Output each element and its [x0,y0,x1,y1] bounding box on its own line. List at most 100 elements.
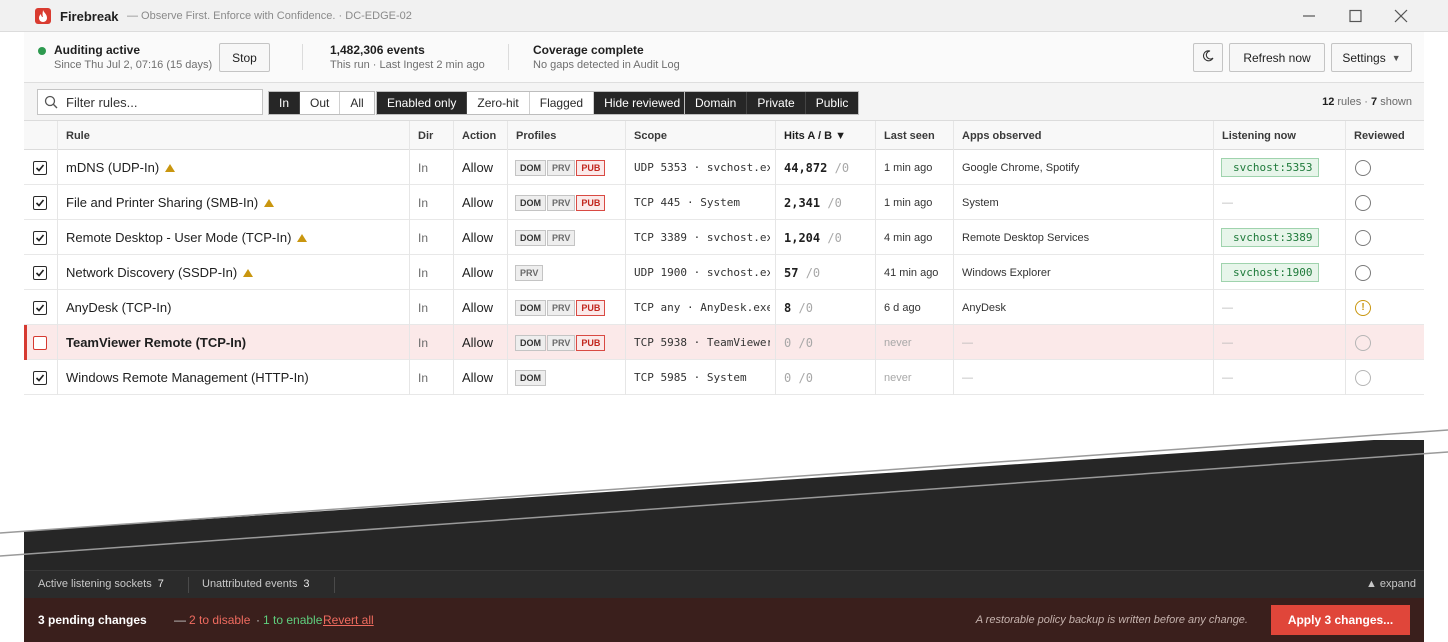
rule-name[interactable]: AnyDesk (TCP-In) [66,300,172,315]
reviewed-toggle[interactable] [1355,334,1371,351]
title-bar: Firebreak — Observe First. Enforce with … [0,0,1448,32]
direction-in-toggle[interactable]: In [269,92,301,114]
col-dir[interactable]: Dir [418,130,434,142]
warning-triangle-icon [264,198,275,207]
reviewed-toggle[interactable] [1355,194,1371,211]
col-profiles[interactable]: Profiles [516,130,557,142]
revert-all-link[interactable]: Revert all [323,613,374,627]
col-last-seen[interactable]: Last seen [884,130,935,142]
rule-apps-observed: — [962,371,973,384]
rule-last-seen: never [884,336,912,349]
rule-scope: TCP 445 · System [634,196,740,209]
listening-socket-badge: svchost:5353 [1221,158,1319,177]
direction-all-toggle[interactable]: All [350,96,364,110]
profile-badge-prv: PRV [515,264,544,281]
col-scope[interactable]: Scope [634,130,668,142]
moon-icon [1202,50,1214,65]
enabled-only-toggle[interactable]: Enabled only [377,92,468,114]
rule-enabled-checkbox[interactable] [33,335,47,350]
auditing-status-dot-icon [38,47,46,55]
rule-last-seen: 1 min ago [884,161,933,174]
table-row[interactable]: mDNS (UDP-In) In Allow DOM PRV PUB UDP 5353 · … [24,150,1424,185]
col-listening[interactable]: Listening now [1222,130,1296,142]
rule-hits: 44,872 /0 [784,160,850,175]
listening-now: — [1222,371,1233,384]
profile-badge-dom: DOM [515,194,546,211]
bottom-panel-tabs: Active listening sockets 7 Unattributed e… [24,570,1424,598]
column-divider [453,121,454,395]
maximize-icon[interactable] [1345,6,1365,26]
rule-name[interactable]: File and Printer Sharing (SMB-In) [66,195,259,210]
rule-name[interactable]: mDNS (UDP-In) [66,160,160,175]
apply-changes-button[interactable]: Apply 3 changes... [1271,605,1410,635]
reviewed-toggle[interactable] [1355,264,1371,281]
reviewed-toggle[interactable] [1355,229,1371,246]
theme-toggle-button[interactable] [1193,43,1223,72]
profile-domain-toggle[interactable]: Domain [685,92,748,114]
settings-button[interactable]: Settings ▼ [1331,43,1412,72]
expand-panel-button[interactable]: ▲ expand [1365,578,1416,590]
col-rule[interactable]: Rule [66,130,90,142]
filter-rules-input[interactable] [64,93,254,111]
column-divider [953,121,954,395]
rule-enabled-checkbox[interactable] [33,160,47,175]
direction-out-toggle[interactable]: Out [300,92,341,114]
rule-name[interactable]: Remote Desktop - User Mode (TCP-In) [66,230,292,245]
profile-private-toggle[interactable]: Private [747,92,806,114]
refresh-now-button[interactable]: Refresh now [1229,43,1325,72]
col-reviewed[interactable]: Reviewed [1354,130,1405,142]
table-row[interactable]: File and Printer Sharing (SMB-In) In Allow… [24,185,1424,220]
flagged-toggle[interactable]: Flagged [530,92,595,114]
rule-apps-observed: AnyDesk [962,301,1007,314]
rule-name[interactable]: Network Discovery (SSDP-In) [66,265,238,280]
rule-last-seen: 41 min ago [884,266,939,279]
profile-badge-dom: DOM [515,299,546,316]
table-row[interactable]: TeamViewer Remote (TCP-In) In Allow DOM PRV P… [24,325,1424,360]
rule-last-seen: 4 min ago [884,231,933,244]
rule-hits: 2,341 /0 [784,195,842,210]
rule-name[interactable]: TeamViewer Remote (TCP-In) [66,335,247,350]
table-row[interactable]: Network Discovery (SSDP-In) In Allow PRV UDP… [24,255,1424,290]
rule-enabled-checkbox[interactable] [33,265,47,280]
filter-box[interactable] [37,89,263,115]
rule-enabled-checkbox[interactable] [33,230,47,245]
column-divider [1345,121,1346,395]
table-row[interactable]: AnyDesk (TCP-In) In Allow DOM PRV PUB TCP any … [24,290,1424,325]
reviewed-toggle[interactable] [1355,159,1371,176]
profile-public-toggle[interactable]: Public [805,92,859,114]
firebreak-logo-icon [35,8,51,24]
col-apps[interactable]: Apps observed [962,130,1042,142]
col-action[interactable]: Action [462,130,497,142]
rule-last-seen: 6 d ago [884,301,921,314]
profile-badge-dom: DOM [515,334,546,351]
column-divider [507,121,508,395]
rule-enabled-checkbox[interactable] [33,300,47,315]
reviewed-toggle[interactable]: ! [1355,299,1371,316]
rule-action: Allow [462,300,494,315]
column-divider [775,121,776,395]
hide-reviewed-toggle[interactable]: Hide reviewed [594,92,691,114]
rule-enabled-checkbox[interactable] [33,370,47,385]
stop-button[interactable]: Stop [219,43,270,72]
rule-enabled-checkbox[interactable] [33,195,47,210]
direction-filter: In Out All [268,91,375,115]
profile-badge-pub: PUB [576,299,606,316]
backup-note: A restorable policy backup is written be… [975,614,1248,626]
rule-name[interactable]: Windows Remote Management (HTTP-In) [66,370,309,385]
minimize-icon[interactable] [1299,6,1319,26]
col-hits[interactable]: Hits A / B ▼ [784,130,847,142]
rule-scope: UDP 1900 · svchost.exe [634,266,770,279]
rule-apps-observed: — [962,336,973,349]
close-icon[interactable] [1391,6,1411,26]
table-row[interactable]: Remote Desktop - User Mode (TCP-In) In All… [24,220,1424,255]
reviewed-toggle[interactable] [1355,369,1371,386]
tab-active-listening-sockets[interactable]: Active listening sockets 7 [38,578,164,590]
auditing-since: Since Thu Jul 2, 07:16 (15 days) [54,59,213,71]
chevron-down-icon: ▼ [1391,52,1401,63]
tab-unattributed-events[interactable]: Unattributed events 3 [202,578,310,590]
events-sub: This run · Last Ingest 2 min ago [330,59,485,71]
table-row[interactable]: Windows Remote Management (HTTP-In) In All… [24,360,1424,395]
rule-action: Allow [462,370,494,385]
rule-direction: In [418,370,429,385]
zero-hit-toggle[interactable]: Zero-hit [467,92,530,114]
